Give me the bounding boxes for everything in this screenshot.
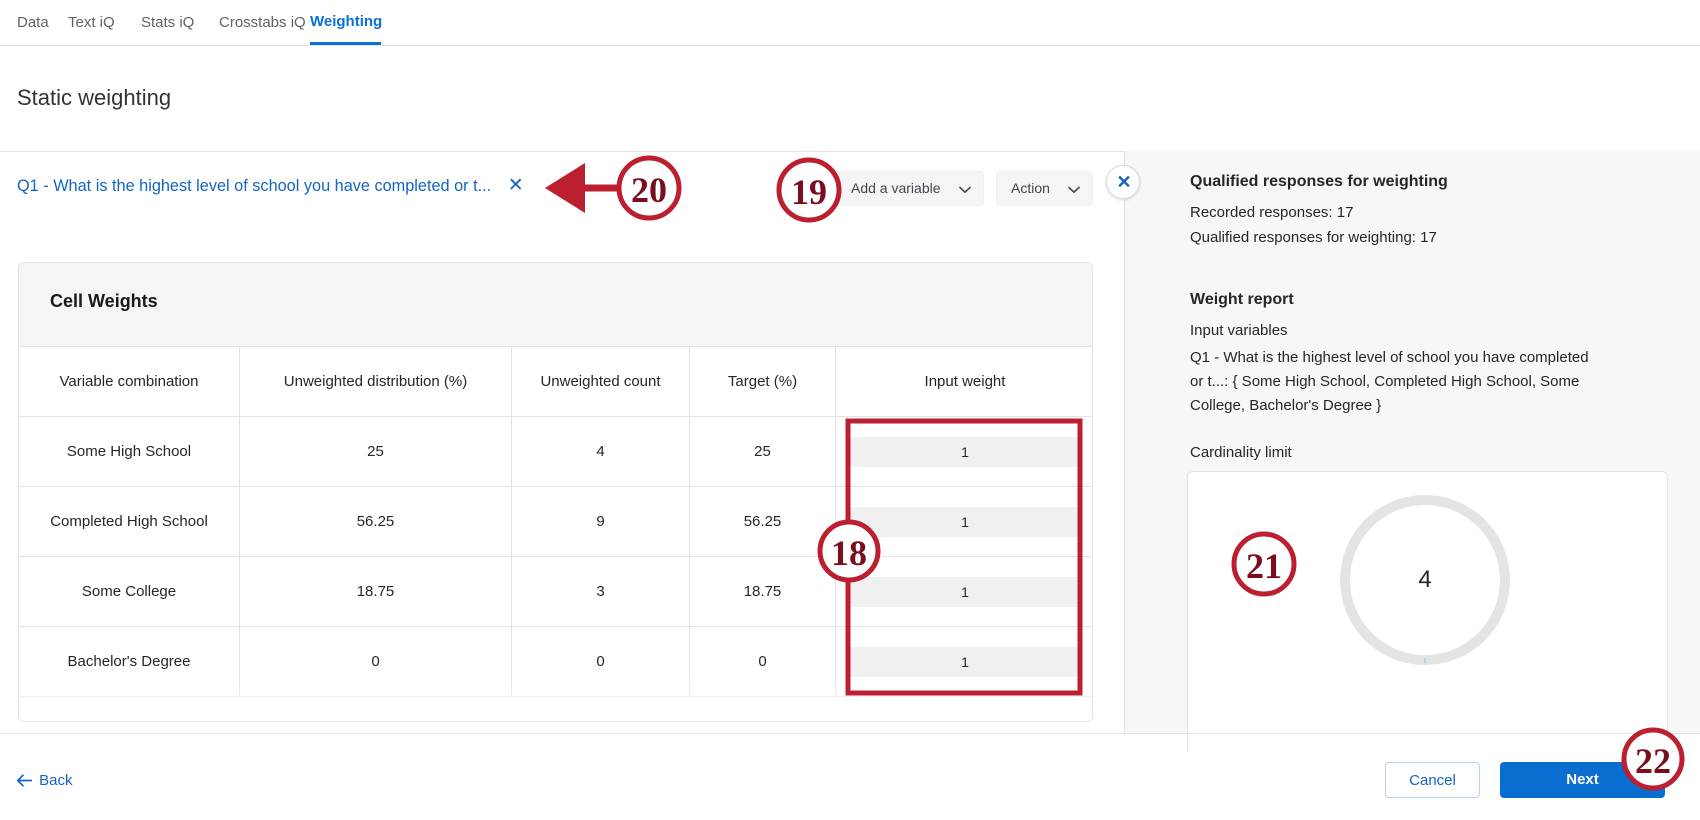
svg-text:19: 19 <box>791 172 827 212</box>
svg-text:20: 20 <box>631 170 667 210</box>
